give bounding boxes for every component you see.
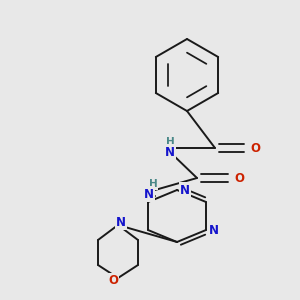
- Text: N: N: [144, 188, 154, 200]
- Text: H: H: [166, 137, 174, 147]
- Text: N: N: [165, 146, 175, 158]
- Text: O: O: [108, 274, 118, 287]
- Text: H: H: [148, 179, 158, 189]
- Text: O: O: [234, 172, 244, 184]
- Text: N: N: [116, 215, 126, 229]
- Text: O: O: [250, 142, 260, 154]
- Text: N: N: [180, 184, 190, 196]
- Text: N: N: [209, 224, 219, 236]
